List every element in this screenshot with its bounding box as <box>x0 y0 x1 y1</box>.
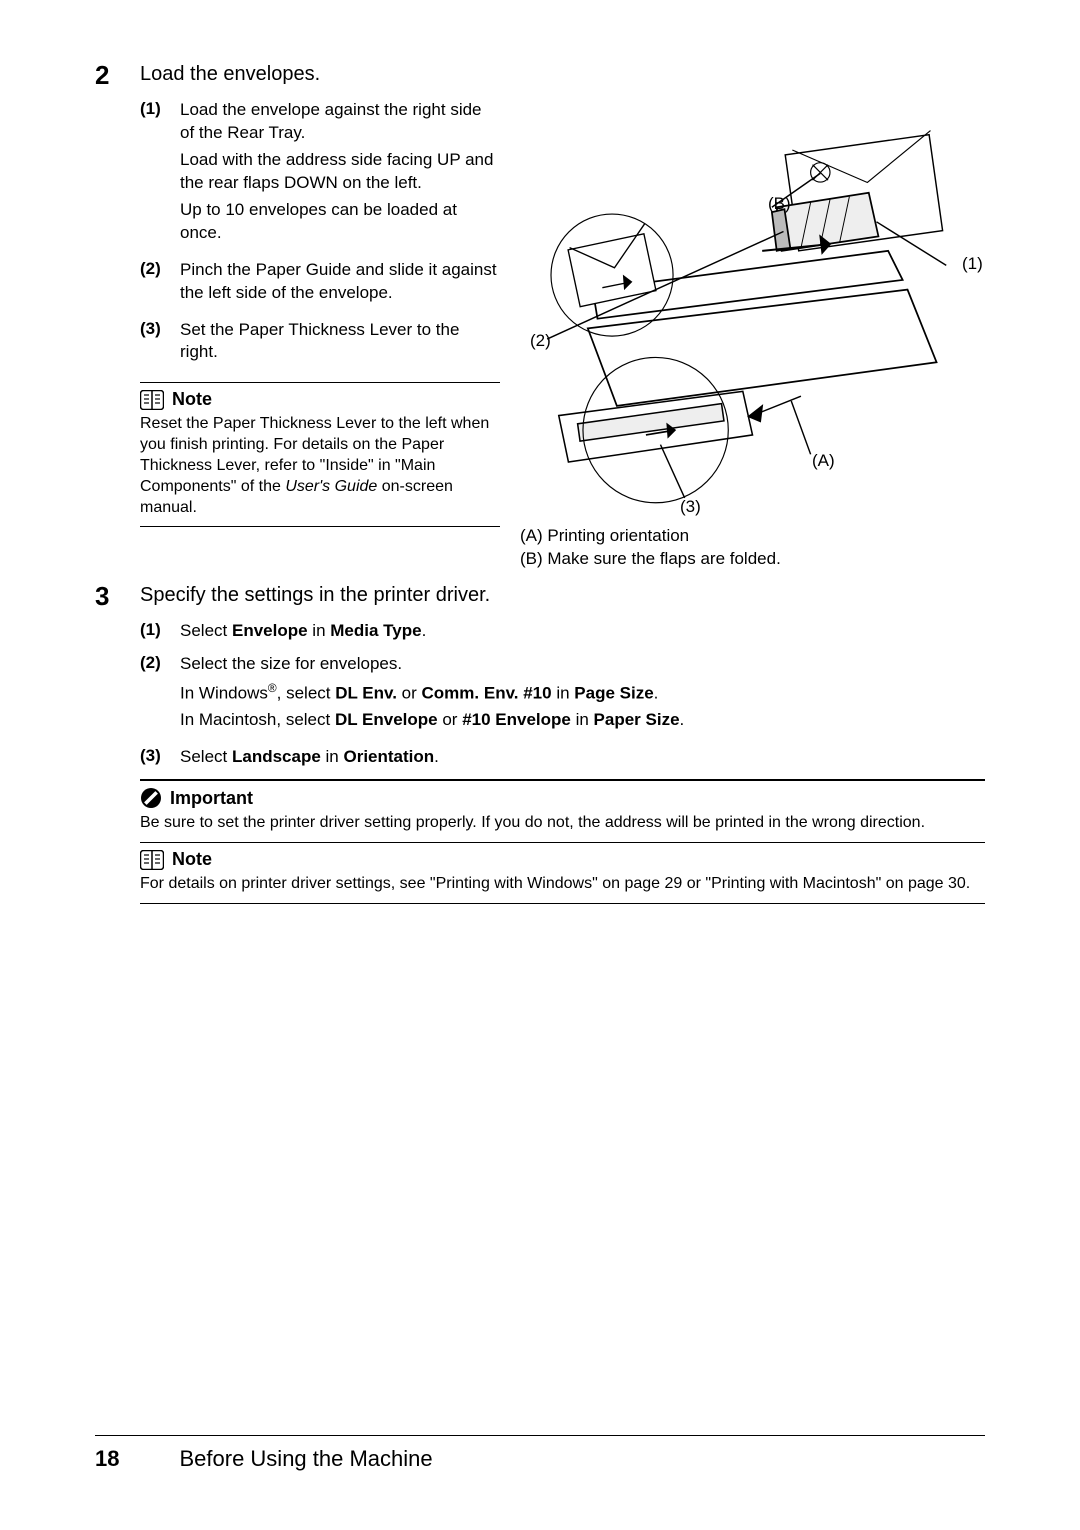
note-icon <box>140 390 164 410</box>
t: ® <box>268 681 277 695</box>
step-2-left-column: (1) Load the envelope against the right … <box>140 99 500 571</box>
t: in <box>552 683 575 702</box>
callout-a: (A) <box>812 451 835 471</box>
step-3-item-3-num: (3) <box>140 746 180 769</box>
step-2-item-3-num: (3) <box>140 319 180 369</box>
note-icon <box>140 850 164 870</box>
step-2-note: Note Reset the Paper Thickness Lever to … <box>140 382 500 527</box>
callout-b: (B) <box>768 194 791 214</box>
step-2-item-1-text: Load the envelope against the right side… <box>180 99 500 249</box>
t: , select <box>277 683 336 702</box>
note-text-italic: User's Guide <box>285 478 377 495</box>
text-line: Up to 10 envelopes can be loaded at once… <box>180 199 500 245</box>
t: in <box>321 747 344 766</box>
note-body-2: For details on printer driver settings, … <box>140 874 985 895</box>
step-3-item-1-text: Select Envelope in Media Type. <box>180 620 426 643</box>
important-head: Important <box>140 787 985 809</box>
page-number: 18 <box>95 1446 119 1472</box>
t: DL Envelope <box>335 710 438 729</box>
step-2-item-1-num: (1) <box>140 99 180 249</box>
t: . <box>422 621 427 640</box>
t: In Macintosh, select <box>180 710 335 729</box>
step-3-item-2: (2) Select the size for envelopes. In Wi… <box>140 653 985 736</box>
step-3-item-2-text: Select the size for envelopes. In Window… <box>180 653 684 736</box>
text-line: Set the Paper Thickness Lever to the rig… <box>180 319 500 365</box>
t: Comm. Env. #10 <box>422 683 552 702</box>
step-3-note: Note For details on printer driver setti… <box>140 843 985 904</box>
t: . <box>654 683 659 702</box>
callout-1: (1) <box>962 254 983 274</box>
t: In Windows <box>180 683 268 702</box>
printer-figure: (B) (1) (2) (A) (3) <box>520 99 985 519</box>
callout-2: (2) <box>530 331 551 351</box>
t: . <box>434 747 439 766</box>
step-3-number: 3 <box>95 581 140 612</box>
text-line: Pinch the Paper Guide and slide it again… <box>180 259 500 305</box>
step-3-title: Specify the settings in the printer driv… <box>140 581 490 607</box>
t: Media Type <box>330 621 421 640</box>
text-line: Load the envelope against the right side… <box>180 99 500 145</box>
step-2-body: (1) Load the envelope against the right … <box>140 99 985 571</box>
t: Landscape <box>232 747 321 766</box>
important-block: Important Be sure to set the printer dri… <box>140 779 985 843</box>
step-3-item-3-text: Select Landscape in Orientation. <box>180 746 439 769</box>
note-head: Note <box>140 389 500 410</box>
caption-b: (B) Make sure the flaps are folded. <box>520 548 985 571</box>
t: Paper Size <box>594 710 680 729</box>
step-3-item-3: (3) Select Landscape in Orientation. <box>140 746 985 769</box>
callout-3: (3) <box>680 497 701 517</box>
t: in <box>571 710 594 729</box>
t: DL Env. <box>335 683 397 702</box>
t: or <box>438 710 463 729</box>
step-3-item-2-num: (2) <box>140 653 180 736</box>
note-label: Note <box>172 389 212 410</box>
t: . <box>680 710 685 729</box>
t: Orientation <box>343 747 434 766</box>
t: in <box>308 621 331 640</box>
figure-caption: (A) Printing orientation (B) Make sure t… <box>520 525 985 571</box>
step-2-item-2-num: (2) <box>140 259 180 309</box>
footer-title: Before Using the Machine <box>179 1446 432 1472</box>
step-2-number: 2 <box>95 60 140 91</box>
note-label-2: Note <box>172 849 212 870</box>
important-label: Important <box>170 788 253 809</box>
t: Page Size <box>574 683 653 702</box>
step-2-title: Load the envelopes. <box>140 60 320 86</box>
important-body: Be sure to set the printer driver settin… <box>140 813 985 834</box>
page-footer: 18 Before Using the Machine <box>95 1435 985 1472</box>
step-3-item-1: (1) Select Envelope in Media Type. <box>140 620 985 643</box>
t: Select the size for envelopes. <box>180 653 684 676</box>
t: Envelope <box>232 621 308 640</box>
note-head-2: Note <box>140 849 985 870</box>
step-2-item-2-text: Pinch the Paper Guide and slide it again… <box>180 259 500 309</box>
step-2-figure-column: (B) (1) (2) (A) (3) (A) Printing orienta… <box>520 99 985 571</box>
step-2-item-2: (2) Pinch the Paper Guide and slide it a… <box>140 259 500 309</box>
caption-a: (A) Printing orientation <box>520 525 985 548</box>
t: In Windows®, select DL Env. or Comm. Env… <box>180 680 684 706</box>
step-3-list: (1) Select Envelope in Media Type. (2) S… <box>140 620 985 769</box>
t: Select <box>180 621 232 640</box>
step-2-item-3: (3) Set the Paper Thickness Lever to the… <box>140 319 500 369</box>
t: #10 Envelope <box>462 710 571 729</box>
step-2-item-1: (1) Load the envelope against the right … <box>140 99 500 249</box>
t: Select <box>180 747 232 766</box>
step-3-header: 3 Specify the settings in the printer dr… <box>95 581 985 612</box>
step-3-item-1-num: (1) <box>140 620 180 643</box>
step-2-item-3-text: Set the Paper Thickness Lever to the rig… <box>180 319 500 369</box>
important-icon <box>140 787 162 809</box>
note-body: Reset the Paper Thickness Lever to the l… <box>140 414 500 518</box>
step-2-header: 2 Load the envelopes. <box>95 60 985 91</box>
t: or <box>397 683 422 702</box>
t: In Macintosh, select DL Envelope or #10 … <box>180 709 684 732</box>
text-line: Load with the address side facing UP and… <box>180 149 500 195</box>
